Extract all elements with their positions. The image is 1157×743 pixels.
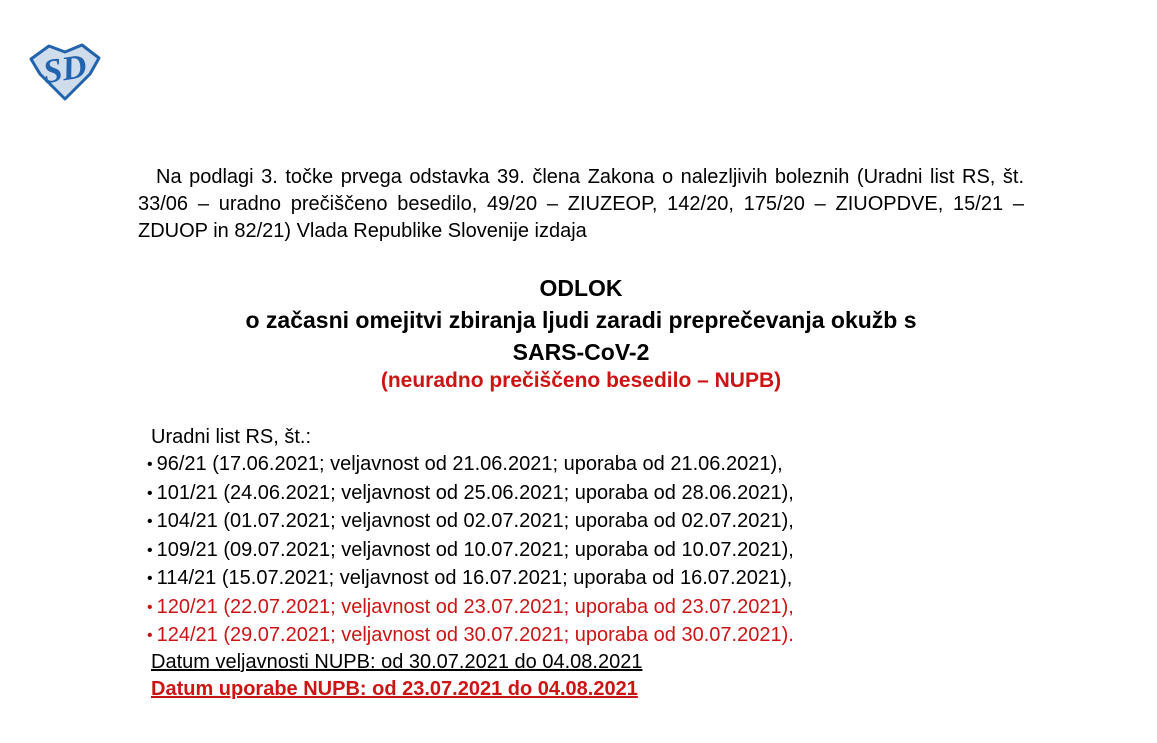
title-block: ODLOK o začasni omejitvi zbiranja ljudi …	[138, 272, 1024, 394]
bullet-icon: •	[147, 456, 153, 473]
application-date-line: Datum uporabe NUPB: od 23.07.2021 do 04.…	[151, 677, 638, 700]
decree-subject-line: o začasni omejitvi zbiranja ljudi zaradi…	[245, 307, 917, 333]
gazette-heading: Uradni list RS, št.:	[151, 426, 312, 448]
gazette-item-text: 96/21 (17.06.2021; veljavnost od 21.06.2…	[156, 453, 783, 475]
gazette-list: • 96/21 (17.06.2021; veljavnost od 21.06.…	[147, 451, 794, 651]
gazette-section: Uradni list RS, št.: • 96/21 (17.06.2021;…	[147, 423, 794, 651]
gazette-item-text: 114/21 (15.07.2021; veljavnost od 16.07.…	[156, 567, 793, 589]
gazette-item-text: 104/21 (01.07.2021; veljavnost od 02.07.…	[156, 510, 794, 532]
bullet-icon: •	[147, 513, 153, 530]
sd-logo-icon: SD	[29, 43, 101, 101]
validity-date-line: Datum veljavnosti NUPB: od 30.07.2021 do…	[151, 651, 643, 673]
decree-title: ODLOK	[539, 275, 623, 301]
gazette-item-text: 120/21 (22.07.2021; veljavnost od 23.07.…	[156, 595, 794, 618]
validity-section: Datum veljavnosti NUPB: od 30.07.2021 do…	[151, 649, 642, 702]
gazette-item-text: 109/21 (09.07.2021; veljavnost od 10.07.…	[156, 538, 794, 561]
bullet-icon: •	[147, 570, 153, 587]
gazette-item: • 96/21 (17.06.2021; veljavnost od 21.06.…	[147, 451, 794, 480]
bullet-icon: •	[147, 484, 153, 502]
bullet-icon: •	[147, 627, 153, 644]
intro-paragraph: Na podlagi 3. točke prvega odstavka 39. …	[138, 166, 1024, 242]
sd-logo: SD	[28, 42, 102, 102]
gazette-item: • 101/21 (24.06.2021; veljavnost od 25.06…	[147, 480, 794, 509]
bullet-icon: •	[147, 541, 153, 559]
gazette-item-text: 101/21 (24.06.2021; veljavnost od 25.06.…	[156, 481, 794, 504]
logo-letters: SD	[41, 48, 90, 91]
nupb-subtitle: (neuradno prečiščeno besedilo – NUPB)	[380, 369, 782, 392]
gazette-item: • 109/21 (09.07.2021; veljavnost od 10.07…	[147, 537, 794, 566]
gazette-item-text: 124/21 (29.07.2021; veljavnost od 30.07.…	[156, 624, 794, 646]
gazette-item: • 114/21 (15.07.2021; veljavnost od 16.07…	[147, 565, 794, 594]
gazette-item: • 104/21 (01.07.2021; veljavnost od 02.07…	[147, 508, 794, 537]
gazette-item: • 120/21 (22.07.2021; veljavnost od 23.07…	[147, 594, 794, 623]
bullet-icon: •	[147, 598, 153, 616]
decree-subject-virus: SARS-CoV-2	[512, 339, 650, 365]
gazette-item: • 124/21 (29.07.2021; veljavnost od 30.07…	[147, 622, 794, 651]
